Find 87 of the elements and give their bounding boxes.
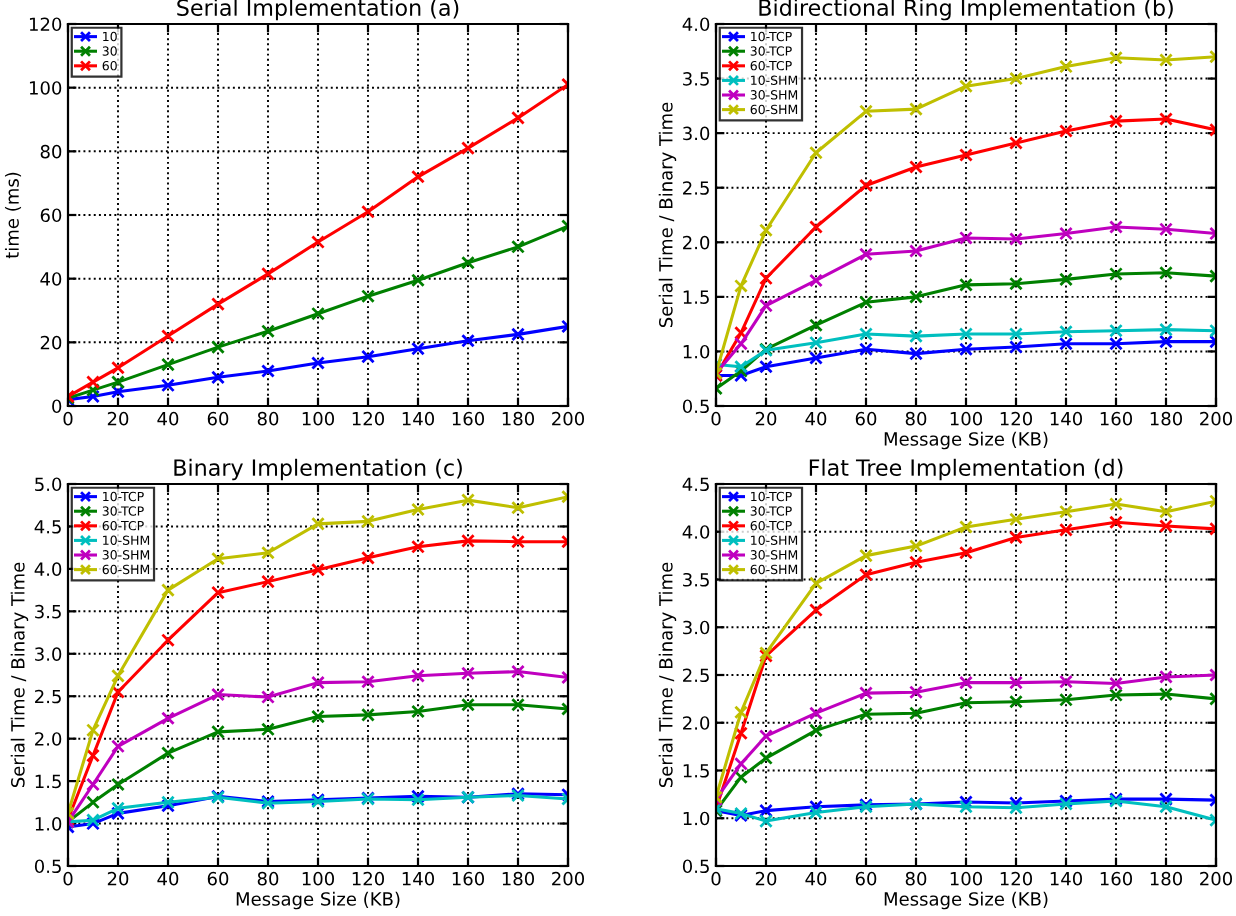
x-tick-label: 180 [502,411,535,426]
x-tick-label: 20 [107,871,129,886]
y-tick-label: 1.0 [683,344,710,359]
y-tick-label: 1.5 [35,774,61,789]
x-tick-label: 100 [950,411,983,426]
x-tick-label: 100 [302,871,335,886]
y-tick-label: 1.0 [683,811,710,826]
y-tick-label: 2.0 [683,716,710,730]
x-tick-label: 180 [1150,411,1183,426]
x-tick-label: 80 [905,411,927,426]
y-tick-label: 3.0 [683,126,710,141]
y-tick-label: 2.5 [35,689,61,704]
y-tick-label: 3.5 [683,572,709,587]
x-tick-label: 0 [711,871,721,886]
y-tick-label: 40 [40,272,62,286]
y-tick-label: 120 [29,17,62,32]
x-tick-label: 20 [755,871,777,886]
x-tick-label: 0 [63,411,73,426]
x-tick-label: 20 [107,411,129,426]
x-tick-label: 60 [207,411,229,426]
y-tick-label: 80 [40,144,62,159]
x-tick-label: 100 [950,871,983,886]
y-tick-label: 3.5 [35,604,61,619]
x-tick-label: 140 [402,411,435,426]
x-tick-label: 160 [452,871,485,886]
x-tick-label: 0 [63,871,73,886]
x-tick-label: 200 [1200,411,1233,426]
x-tick-label: 120 [352,411,385,426]
x-tick-label: 80 [257,871,279,886]
x-tick-label: 140 [402,871,435,886]
y-tick-label: 2.0 [683,235,710,250]
x-tick-label: 160 [452,411,485,426]
x-tick-label: 100 [302,411,335,426]
x-tick-label: 200 [552,411,585,426]
x-tick-label: 140 [1050,871,1083,886]
x-tick-label: 60 [207,871,229,886]
y-tick-label: 20 [40,335,62,350]
y-tick-label: 60 [40,208,62,223]
x-tick-label: 80 [257,411,279,426]
x-tick-label: 140 [1050,411,1083,426]
x-tick-label: 120 [352,871,385,886]
x-tick-label: 160 [1100,871,1133,886]
x-tick-label: 120 [1000,411,1033,426]
y-tick-label: 2.5 [683,181,709,195]
y-tick-label: 1.0 [35,817,62,831]
x-tick-label: 200 [552,871,585,886]
x-tick-label: 40 [157,411,179,426]
y-tick-label: 1.5 [683,764,709,778]
y-tick-label: 0.5 [34,859,61,874]
y-tick-label: 5.0 [35,477,62,492]
x-axis-title: Message Size (KB) [884,891,1048,910]
x-tick-label: 200 [1200,871,1233,886]
y-tick-label: 4.0 [682,525,710,539]
y-tick-label: 4.5 [682,477,709,492]
x-tick-label: 40 [805,871,827,886]
y-tick-label: 0.5 [682,399,709,414]
x-tick-label: 60 [855,411,877,426]
x-axis-title: Message Size (KB) [884,431,1048,450]
y-tick-label: 4.0 [34,562,62,577]
chart-title: Binary Implementation (c) [174,458,462,481]
x-axis-title: Message Size (KB) [236,891,400,910]
y-axis-title: Serial Time / Binary Time [658,102,677,328]
y-tick-label: 0 [52,399,62,414]
x-tick-label: 180 [502,871,535,886]
x-tick-label: 0 [711,411,721,426]
y-tick-label: 3.0 [35,647,62,661]
y-tick-label: 1.5 [683,290,709,304]
y-axis-title: Serial Time / Binary Time [10,562,29,788]
x-tick-label: 80 [905,871,927,886]
x-tick-label: 20 [755,411,777,426]
y-tick-label: 100 [29,81,62,95]
x-tick-label: 40 [157,871,179,886]
y-axis-title: Serial Time / Binary Time [658,562,677,788]
y-tick-label: 3.5 [683,72,709,86]
y-tick-label: 4.0 [682,17,710,32]
x-tick-label: 120 [1000,871,1033,886]
y-tick-label: 4.5 [34,520,61,534]
y-axis-title: time (ms) [4,172,22,259]
y-tick-label: 0.5 [682,859,709,874]
y-tick-label: 3.0 [683,620,710,635]
y-tick-label: 2.0 [35,732,62,746]
x-tick-label: 160 [1100,411,1133,426]
x-tick-label: 180 [1150,871,1183,886]
y-tick-label: 2.5 [683,668,709,683]
x-tick-label: 60 [855,871,877,886]
x-tick-label: 40 [805,411,827,426]
chart-title: Flat Tree Implementation (d) [809,458,1123,481]
